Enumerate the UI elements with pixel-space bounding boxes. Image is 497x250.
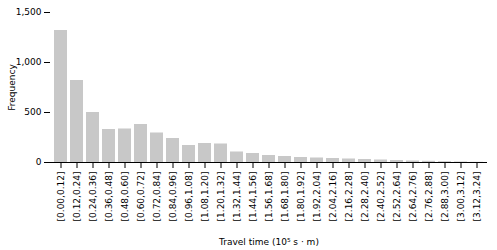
svg-text:[2.04,2.16]: [2.04,2.16]: [328, 172, 338, 222]
svg-text:[2.16,2.28]: [2.16,2.28]: [344, 172, 354, 222]
svg-text:[1.08,1.20]: [1.08,1.20]: [200, 172, 210, 222]
svg-text:[3.00,3.12]: [3.00,3.12]: [456, 172, 466, 222]
svg-text:Travel time (10⁵ s · m): Travel time (10⁵ s · m): [218, 237, 319, 247]
svg-text:[1.56,1.68]: [1.56,1.68]: [264, 172, 274, 222]
svg-text:[1.68,1.80]: [1.68,1.80]: [280, 172, 290, 222]
svg-text:[0.96,1.08]: [0.96,1.08]: [184, 172, 194, 222]
svg-text:[2.64,2.76]: [2.64,2.76]: [408, 172, 418, 222]
svg-text:[0.72,0.84]: [0.72,0.84]: [152, 172, 162, 222]
svg-text:[0.48,0.60]: [0.48,0.60]: [120, 172, 130, 222]
svg-text:[1.80,1.92]: [1.80,1.92]: [296, 172, 306, 222]
svg-text:[0.00,0.12]: [0.00,0.12]: [56, 172, 66, 222]
svg-text:[2.40,2.52]: [2.40,2.52]: [376, 172, 386, 222]
svg-text:[1.32,1.44]: [1.32,1.44]: [232, 172, 242, 222]
svg-text:500: 500: [24, 107, 41, 117]
svg-text:[0.84,0.96]: [0.84,0.96]: [168, 172, 178, 222]
svg-text:[2.28,2.40]: [2.28,2.40]: [360, 172, 370, 222]
svg-text:[1.44,1.56]: [1.44,1.56]: [248, 172, 258, 222]
svg-text:[3.12,3.24]: [3.12,3.24]: [472, 172, 482, 222]
svg-text:[0.24,0.36]: [0.24,0.36]: [88, 172, 98, 222]
svg-text:[1.92,2.04]: [1.92,2.04]: [312, 172, 322, 222]
svg-text:[0.36,0.48]: [0.36,0.48]: [104, 172, 114, 222]
svg-text:[2.52,2.64]: [2.52,2.64]: [392, 172, 402, 222]
svg-text:Frequency: Frequency: [7, 64, 17, 111]
svg-text:[0.60,0.72]: [0.60,0.72]: [136, 172, 146, 222]
svg-text:[1.20,1.32]: [1.20,1.32]: [216, 172, 226, 222]
svg-text:1,500: 1,500: [16, 7, 42, 17]
svg-text:[2.88,3.00]: [2.88,3.00]: [440, 172, 450, 222]
svg-text:0: 0: [36, 157, 42, 167]
svg-text:[0.12,0.24]: [0.12,0.24]: [72, 172, 82, 222]
svg-text:[2.76,2.88]: [2.76,2.88]: [424, 172, 434, 222]
svg-text:1,000: 1,000: [16, 57, 42, 67]
